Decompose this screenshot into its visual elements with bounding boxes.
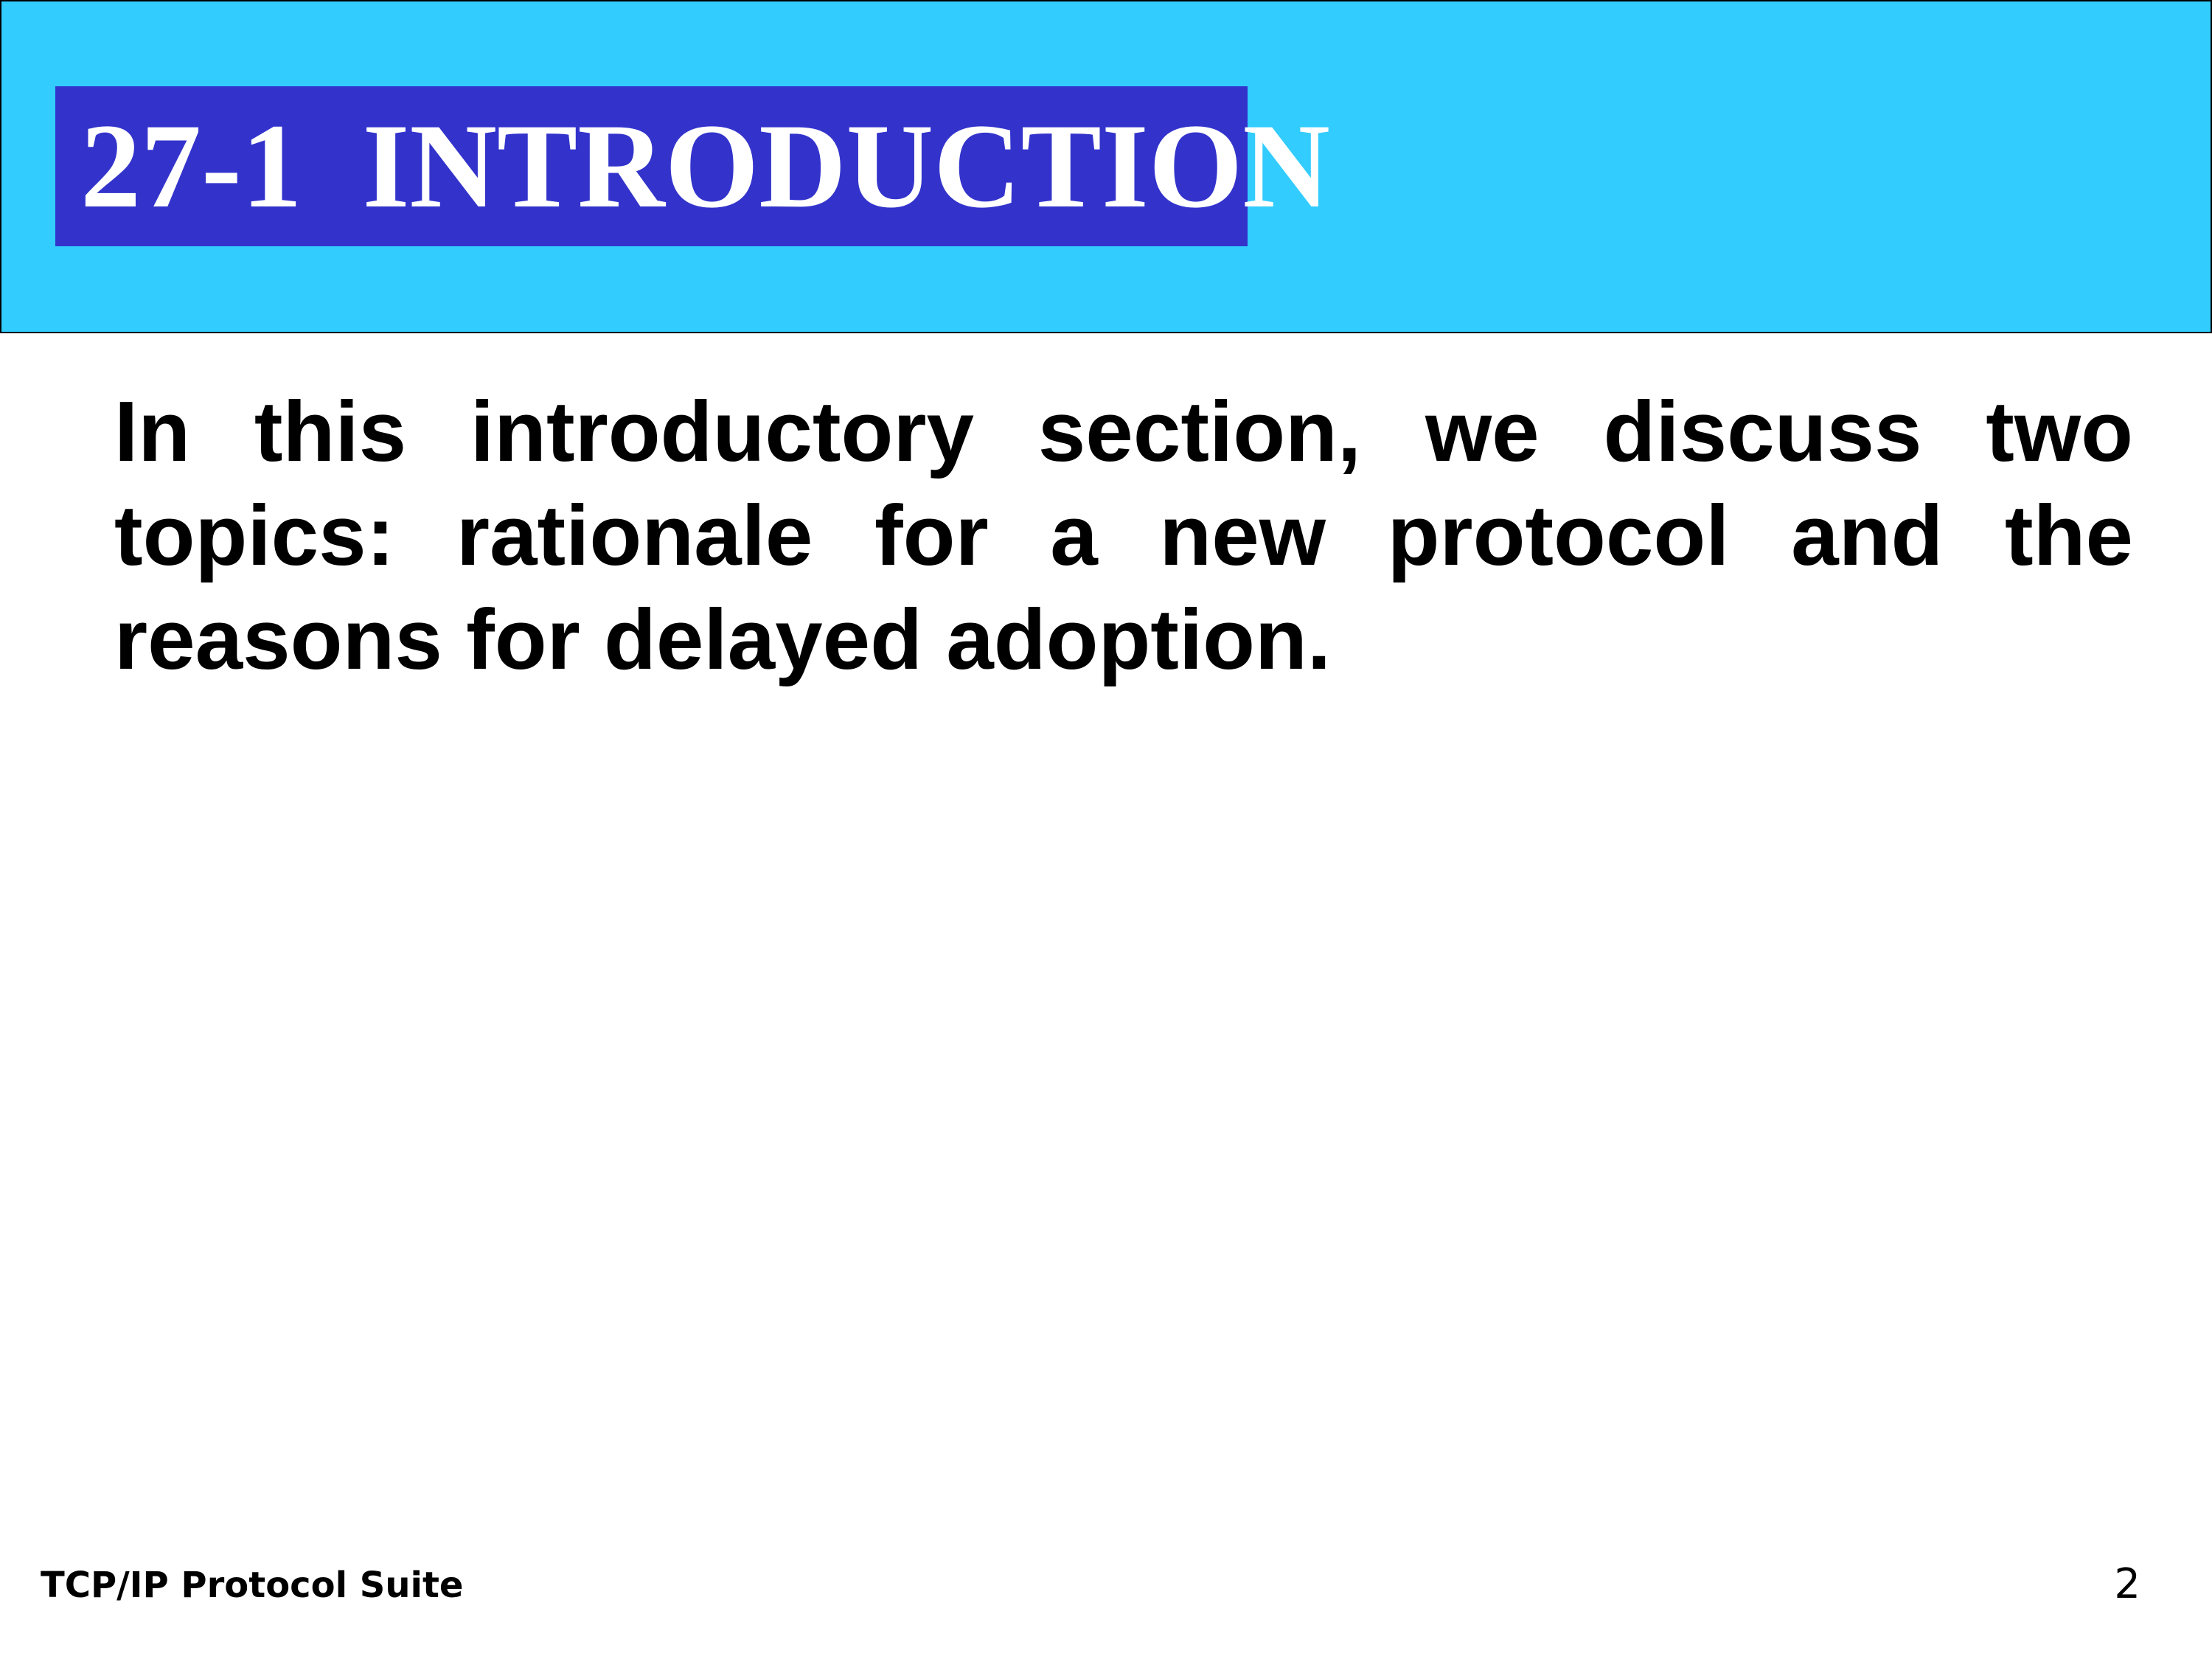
slide-title: 27-1 INTRODUCTION	[80, 99, 1330, 233]
body-paragraph: In this introductory section, we discuss…	[114, 383, 2133, 687]
header-band: 27-1 INTRODUCTION	[0, 0, 2212, 333]
title-box: 27-1 INTRODUCTION	[55, 86, 1330, 246]
footer-book-title: TCP/IP Protocol Suite	[41, 1565, 464, 1606]
page-number: 2	[2114, 1560, 2140, 1608]
